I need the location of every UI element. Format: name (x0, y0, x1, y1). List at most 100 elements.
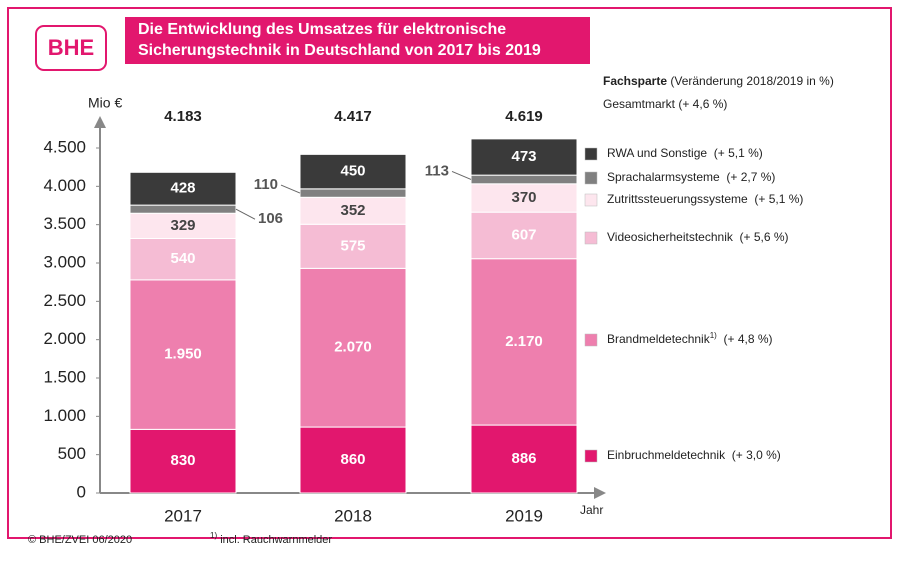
title-line: Sicherungstechnik in Deutschland von 201… (138, 42, 541, 59)
segment-label: 110 (254, 176, 278, 193)
legend-entry: Sprachalarmsysteme (+ 2,7 %) (607, 170, 775, 184)
frame (7, 7, 892, 539)
segment-label: 113 (425, 162, 449, 179)
legend-swatch (584, 449, 598, 463)
segment-label: 540 (170, 250, 195, 267)
x-axis-label: Jahr (580, 503, 603, 517)
legend-entry: Videosicherheitstechnik (+ 5,6 %) (607, 230, 789, 244)
segment-label: 473 (511, 148, 536, 165)
leader-line (235, 208, 256, 220)
bar-segment (129, 428, 237, 494)
footnote-mark: 1) (210, 531, 217, 540)
title-banner (125, 17, 590, 64)
legend-subtitle: (Veränderung 2018/2019 in %) (670, 74, 833, 88)
x-tick-label: 2019 (505, 506, 543, 525)
legend-name: Einbruchmeldetechnik (607, 448, 726, 462)
bar-segment (129, 204, 237, 214)
legend-change: (+ 2,7 %) (726, 170, 775, 184)
bar-segment (470, 258, 578, 426)
bar-segment (470, 183, 578, 213)
x-tick-label: 2018 (334, 506, 372, 525)
legend-gap (733, 230, 740, 244)
legend-title: Fachsparte (603, 74, 667, 88)
legend-change: (+ 4,8 %) (724, 332, 773, 346)
legend-gap (717, 332, 724, 346)
bar-segment (299, 426, 407, 494)
bar-segment (470, 424, 578, 494)
y-axis-label: Mio € (88, 95, 122, 111)
segment-label: 2.170 (505, 333, 543, 350)
y-tick-label: 1.000 (43, 406, 86, 425)
leader-line (451, 171, 472, 180)
segment-label: 2.070 (334, 339, 372, 356)
legend-swatch (584, 333, 598, 347)
legend-entry: Einbruchmeldetechnik (+ 3,0 %) (607, 448, 781, 462)
segment-label: 607 (511, 226, 536, 243)
bar-segment (129, 171, 237, 206)
legend-gap (725, 448, 732, 462)
legend-name: Sprachalarmsysteme (607, 170, 720, 184)
legend-swatch (584, 171, 598, 185)
legend-entry: RWA und Sonstige (+ 5,1 %) (607, 146, 763, 160)
title-line: Die Entwicklung des Umsatzes für elektro… (138, 21, 506, 38)
total-label: 4.417 (334, 108, 372, 125)
y-tick-label: 3.000 (43, 252, 86, 271)
segment-label: 830 (170, 452, 195, 469)
y-tick-label: 4.000 (43, 176, 86, 195)
segment-label: 575 (340, 237, 365, 254)
x-tick-label: 2017 (164, 506, 202, 525)
legend-change: (+ 5,1 %) (714, 146, 763, 160)
legend-change: (+ 5,6 %) (740, 230, 789, 244)
y-tick-label: 3.500 (43, 214, 86, 233)
legend-gap (748, 192, 755, 206)
bar-segment (299, 223, 407, 269)
legend-swatch (584, 231, 598, 245)
total-market: Gesamtmarkt (+ 4,6 %) (603, 97, 727, 111)
segment-label: 428 (170, 180, 195, 197)
legend-gap (707, 146, 714, 160)
legend-name: Zutrittssteuerungssysteme (607, 192, 748, 206)
leader-line (280, 184, 301, 194)
segment-label: 1.950 (164, 346, 202, 363)
bar-segment (299, 188, 407, 198)
bar-segment (470, 138, 578, 176)
segment-label: 886 (511, 450, 536, 467)
legend-name: Videosicherheitstechnik (607, 230, 734, 244)
logo: BHE (48, 35, 94, 60)
bar-segment (129, 237, 237, 281)
legend-change: (+ 5,1 %) (754, 192, 803, 206)
x-axis-arrow (594, 487, 606, 499)
legend-swatch (584, 147, 598, 161)
y-tick-label: 2.000 (43, 329, 86, 348)
total-label: 4.619 (505, 108, 543, 125)
bar-segment (299, 196, 407, 225)
segment-label: 370 (511, 189, 536, 206)
y-tick-label: 2.500 (43, 291, 86, 310)
legend-swatch (584, 193, 598, 207)
total-label: 4.183 (164, 108, 202, 125)
y-tick-label: 500 (58, 444, 86, 463)
logo-box (35, 25, 107, 71)
legend-name: Brandmeldetechnik (607, 332, 711, 346)
bar-segment (299, 267, 407, 428)
y-axis-arrow (94, 116, 106, 128)
footnote: 1) incl. Rauchwarnmelder (210, 531, 332, 546)
legend-gap (720, 170, 727, 184)
legend-entry: Brandmeldetechnik1) (+ 4,8 %) (607, 331, 773, 346)
bar-segment (470, 174, 578, 185)
segment-label: 329 (170, 217, 195, 234)
legend-change: (+ 3,0 %) (732, 448, 781, 462)
y-tick-label: 4.500 (43, 137, 86, 156)
legend-entry: Zutrittssteuerungssysteme (+ 5,1 %) (607, 192, 803, 206)
legend-name: RWA und Sonstige (607, 146, 707, 160)
footnote-text: incl. Rauchwarnmelder (220, 534, 332, 546)
bar-segment (299, 153, 407, 190)
copyright: © BHE/ZVEI 06/2020 (28, 534, 132, 546)
y-tick-label: 0 (77, 482, 86, 501)
legend-footnote-mark: 1) (710, 331, 717, 340)
legend-heading: Fachsparte (Veränderung 2018/2019 in %) (603, 74, 834, 88)
segment-label: 352 (340, 202, 365, 219)
segment-label: 450 (340, 163, 365, 180)
y-tick-label: 1.500 (43, 367, 86, 386)
